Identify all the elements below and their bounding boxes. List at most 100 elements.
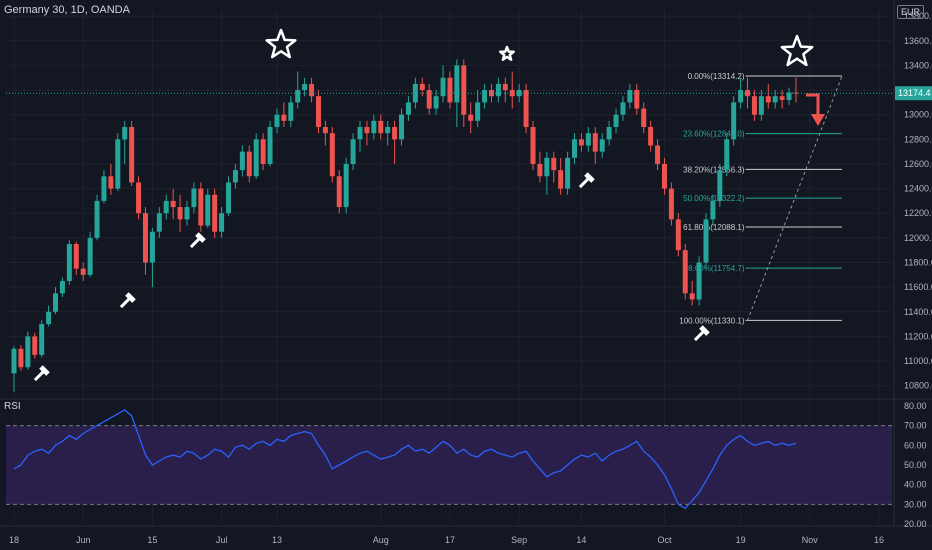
candle-body (212, 194, 218, 232)
candle-body (274, 114, 280, 128)
candle-body (585, 133, 591, 146)
fib-level-label: 50.00%(12322.2) (683, 194, 745, 203)
red-down-arrow-head (811, 114, 825, 126)
x-tick-label: 16 (874, 535, 884, 545)
candle-body (502, 83, 508, 91)
candle-body (482, 90, 488, 103)
price-tick-label: 11400.0 (904, 307, 932, 317)
price-tick-label: 11000.0 (904, 356, 932, 366)
candle-body (163, 200, 169, 214)
price-tick-label: 12200.0 (904, 208, 932, 218)
x-tick-label: 17 (445, 535, 455, 545)
x-tick-label: Jul (216, 535, 228, 545)
candle-body (177, 207, 183, 220)
candle-body (336, 176, 342, 208)
candle-body (765, 96, 771, 103)
candle-body (426, 90, 432, 109)
candle-body (724, 139, 730, 171)
candle-body (433, 96, 439, 109)
candle-body (25, 336, 31, 368)
price-tick-label: 13600.0 (904, 36, 932, 46)
candle-body (751, 96, 757, 115)
star-icon (780, 34, 814, 67)
candle-body (94, 200, 100, 238)
price-tick-label: 11600.0 (904, 282, 932, 292)
candle-body (523, 90, 529, 128)
candle-body (239, 151, 245, 171)
candle-body (232, 170, 238, 183)
candle-body (246, 151, 252, 177)
candle-body (329, 133, 335, 177)
x-tick-label: Jun (76, 535, 91, 545)
candle-body (73, 244, 79, 269)
candle-body (136, 182, 142, 214)
rsi-tick-label: 60.00 (904, 440, 927, 450)
currency-badge[interactable]: EUR (896, 5, 924, 19)
x-tick-label: Sep (511, 535, 527, 545)
rsi-tick-label: 80.00 (904, 401, 927, 411)
candle-body (412, 83, 418, 103)
candle-body (530, 127, 536, 164)
x-tick-label: 18 (9, 535, 19, 545)
candle-body (696, 262, 702, 300)
fib-level-label: 23.60%(12846.0) (683, 130, 745, 139)
candle-body (758, 96, 764, 115)
x-tick-label: 14 (576, 535, 586, 545)
candle-body (392, 127, 398, 140)
rsi-panel-label: RSI (4, 401, 21, 412)
candle-body (461, 65, 467, 115)
candle-body (219, 213, 225, 232)
candle-body (779, 96, 785, 100)
fib-trend-line (747, 75, 843, 321)
candle-body (191, 188, 197, 208)
fib-level-label: 38.20%(12556.3) (683, 165, 745, 174)
candle-body (315, 96, 321, 128)
candle-body (253, 139, 259, 177)
candle-body (537, 163, 543, 177)
candle-body (170, 200, 176, 208)
candle-body (198, 188, 204, 226)
x-tick-label: 13 (272, 535, 282, 545)
candle-body (322, 127, 328, 134)
candle-body (578, 139, 584, 146)
last-price-label: 13174.4 (898, 88, 931, 98)
candle-body (281, 114, 287, 121)
candle-body (129, 127, 135, 183)
candle-body (288, 102, 294, 121)
rsi-line (13, 409, 797, 510)
candle-body (731, 102, 737, 140)
last-price-badge (895, 86, 932, 101)
star-icon (499, 45, 515, 61)
candle-body (558, 170, 564, 189)
candle-body (634, 90, 640, 109)
price-tick-label: 12600.0 (904, 159, 932, 169)
candle-body (142, 213, 148, 263)
candle-body (599, 139, 605, 152)
candle-body (115, 139, 121, 189)
candle-body (364, 127, 370, 134)
x-tick-label: 19 (736, 535, 746, 545)
candle-body (447, 77, 453, 103)
price-tick-label: 12400.0 (904, 184, 932, 194)
price-tick-label: 12800.0 (904, 134, 932, 144)
candle-body (544, 157, 550, 177)
candle-body (772, 96, 778, 103)
star-icon (265, 28, 297, 59)
candle-body (59, 280, 65, 294)
hammer-icon (578, 172, 595, 189)
candle-body (205, 194, 211, 226)
candle-body (53, 293, 59, 312)
candle-body (184, 207, 190, 220)
rsi-tick-label: 50.00 (904, 460, 927, 470)
candle-body (668, 188, 674, 220)
candle-body (627, 90, 633, 103)
candle-body (309, 83, 315, 97)
candle-body (32, 336, 38, 355)
candle-body (260, 139, 266, 164)
fib-level-label: 0.00%(13314.2) (688, 72, 745, 81)
x-tick-label: Aug (373, 535, 389, 545)
candle-body (606, 127, 612, 140)
hammer-icon (33, 365, 50, 382)
candle-body (475, 102, 481, 121)
